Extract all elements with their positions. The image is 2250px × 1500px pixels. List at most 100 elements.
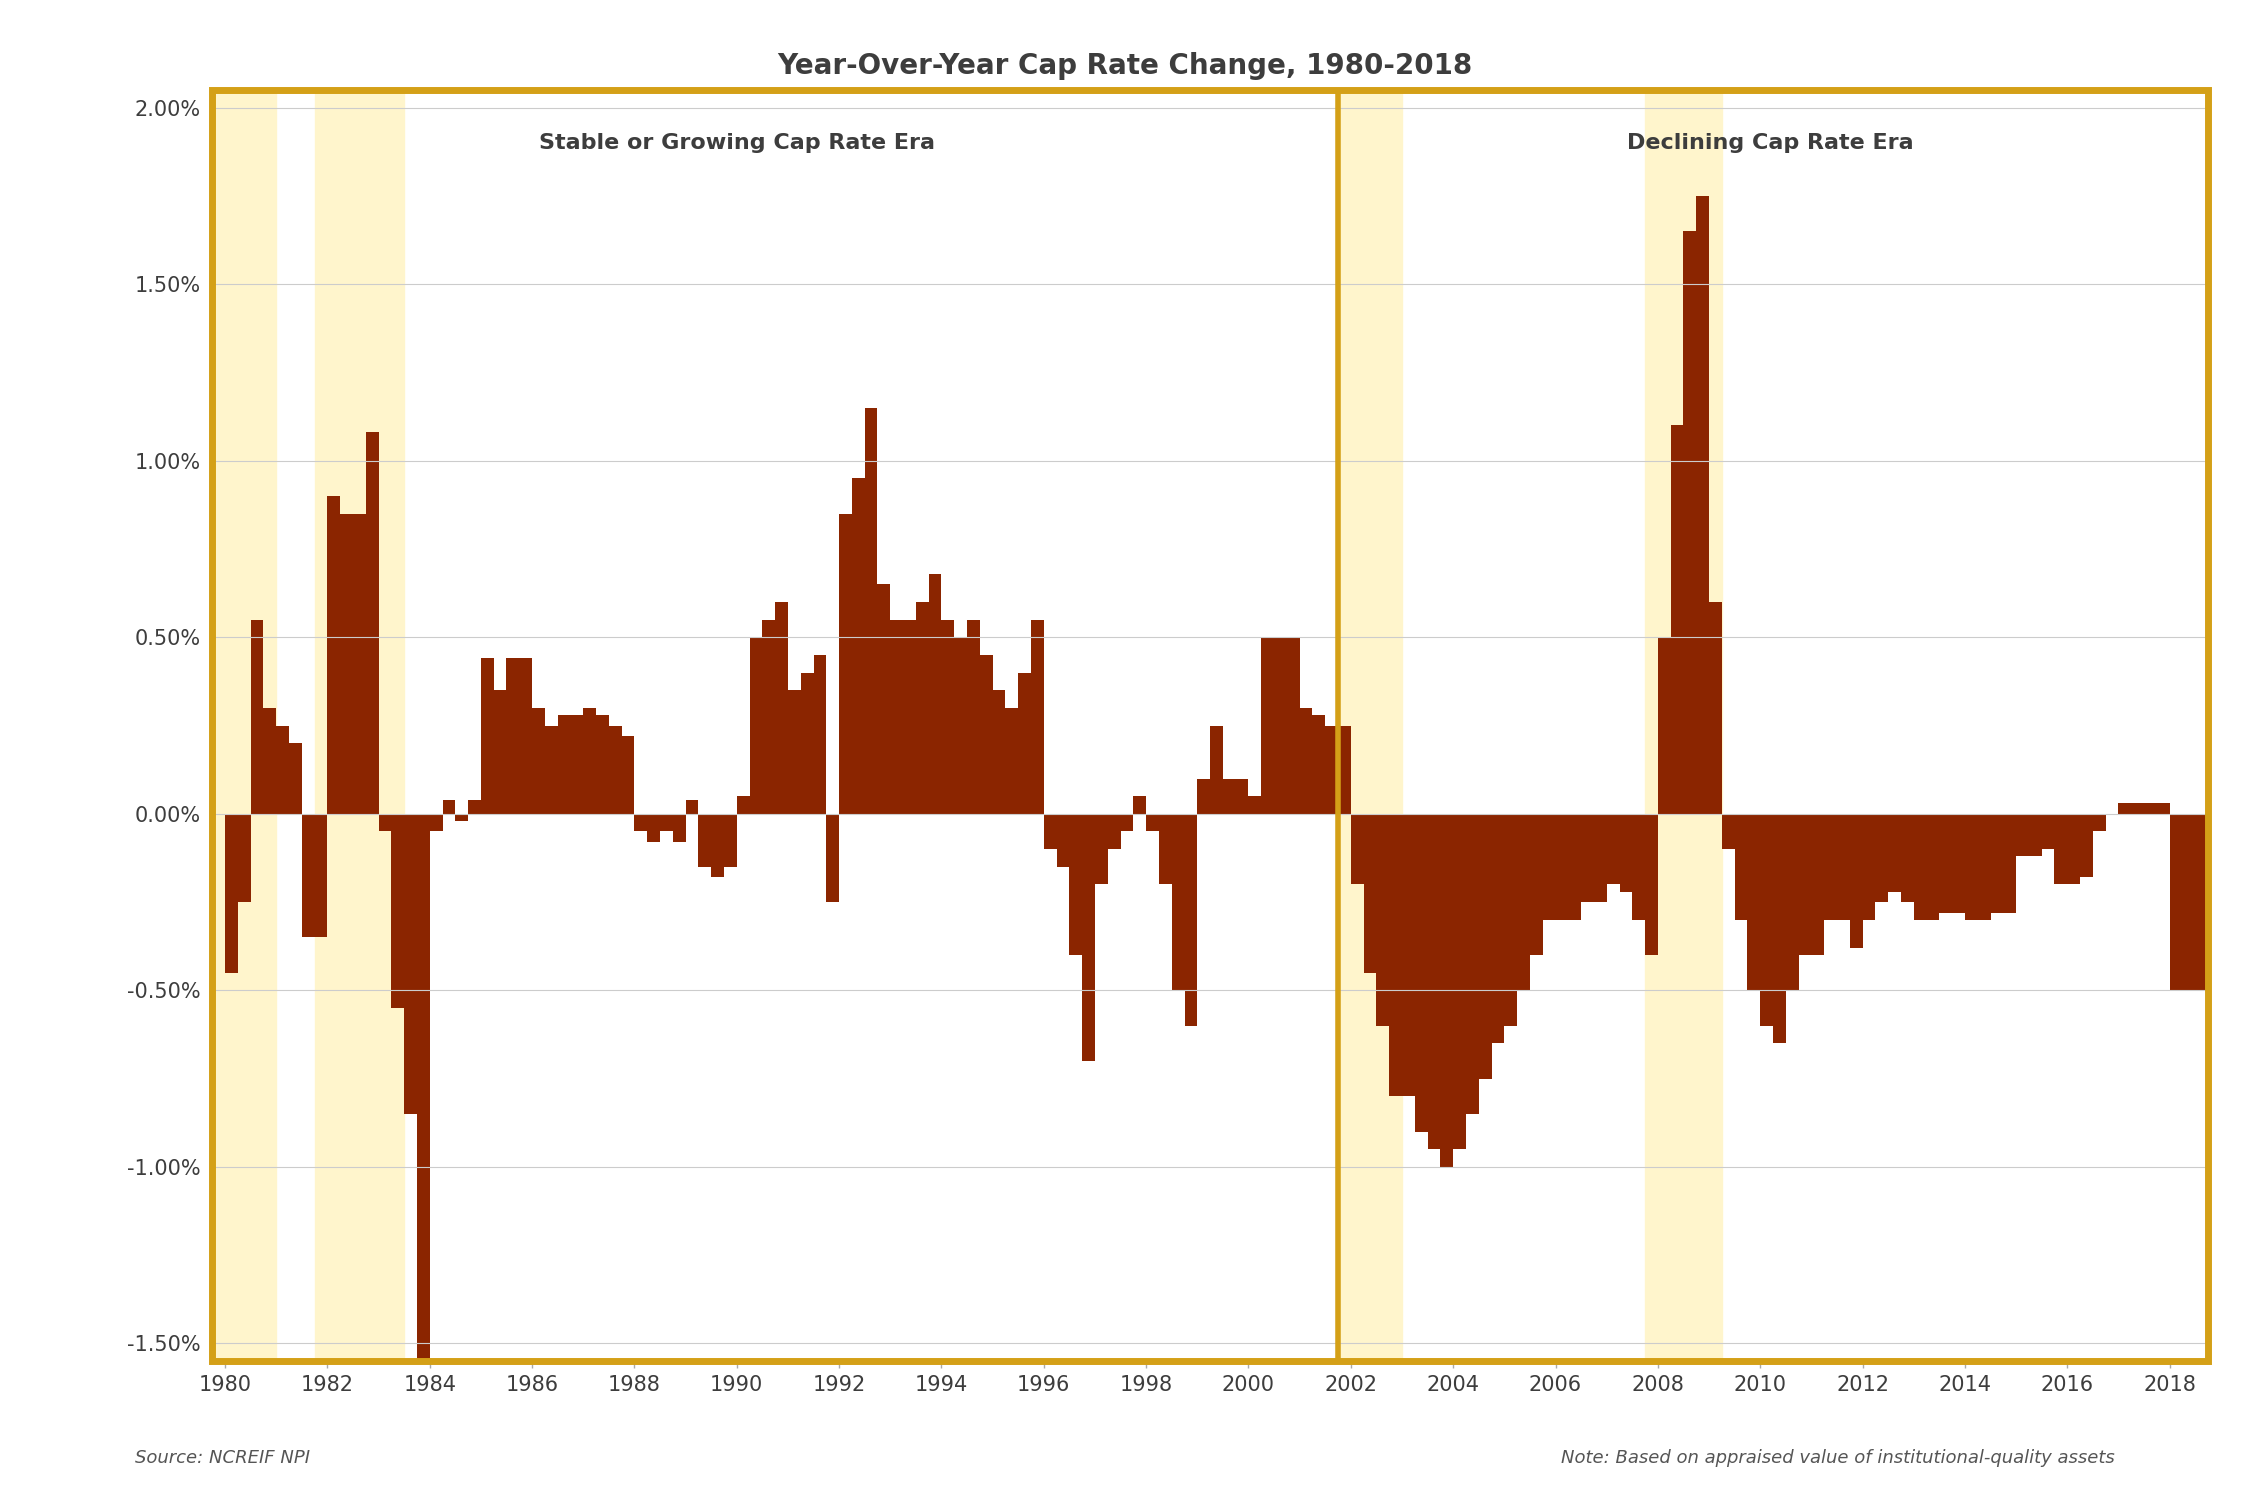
Bar bbox=[455, 815, 468, 821]
Bar bbox=[826, 815, 839, 902]
Bar bbox=[416, 815, 430, 1500]
Bar bbox=[1683, 231, 1696, 814]
Bar bbox=[315, 815, 328, 938]
Bar bbox=[250, 620, 263, 815]
Bar bbox=[1645, 90, 1721, 1360]
Bar bbox=[1069, 815, 1082, 956]
Bar bbox=[878, 585, 891, 814]
Bar bbox=[520, 658, 531, 814]
Bar bbox=[1786, 815, 1798, 990]
Bar bbox=[1467, 815, 1478, 1114]
Bar bbox=[1696, 196, 1710, 814]
Bar bbox=[1006, 708, 1019, 815]
Bar bbox=[1748, 815, 1760, 990]
Bar bbox=[544, 726, 558, 815]
Bar bbox=[1672, 426, 1683, 814]
Bar bbox=[482, 658, 493, 814]
Bar bbox=[1184, 815, 1197, 1026]
Bar bbox=[929, 573, 940, 814]
Bar bbox=[1312, 716, 1325, 815]
Bar bbox=[979, 656, 992, 814]
Bar bbox=[1339, 726, 1350, 815]
Bar bbox=[711, 815, 724, 878]
Bar bbox=[1120, 815, 1134, 831]
Text: Stable or Growing Cap Rate Era: Stable or Growing Cap Rate Era bbox=[538, 134, 934, 153]
Bar bbox=[1262, 638, 1274, 815]
Bar bbox=[1568, 815, 1582, 920]
Bar bbox=[1631, 815, 1645, 920]
Bar bbox=[2030, 815, 2041, 856]
Bar bbox=[1915, 815, 1926, 920]
Bar bbox=[1492, 815, 1505, 1044]
Text: Declining Cap Rate Era: Declining Cap Rate Era bbox=[1627, 134, 1915, 153]
Bar bbox=[225, 815, 238, 972]
Bar bbox=[572, 716, 583, 815]
Bar bbox=[1606, 815, 1620, 885]
Bar bbox=[1721, 815, 1735, 849]
Bar bbox=[2207, 815, 2221, 990]
Bar bbox=[263, 708, 277, 815]
Bar bbox=[2131, 802, 2144, 814]
Bar bbox=[1978, 815, 1991, 920]
Bar bbox=[277, 726, 288, 815]
Bar bbox=[1888, 815, 1901, 891]
Bar bbox=[1096, 815, 1107, 885]
Bar bbox=[1339, 90, 1402, 1360]
Bar bbox=[724, 815, 736, 867]
Bar bbox=[1516, 815, 1530, 990]
Bar bbox=[839, 513, 853, 814]
Bar bbox=[1901, 815, 1915, 902]
Bar bbox=[468, 800, 482, 814]
Bar bbox=[506, 658, 520, 814]
Bar bbox=[634, 815, 648, 831]
Bar bbox=[749, 638, 763, 815]
Bar bbox=[1710, 602, 1721, 814]
Bar bbox=[1773, 815, 1786, 1044]
Bar bbox=[1874, 815, 1888, 902]
Bar bbox=[1991, 815, 2002, 912]
Bar bbox=[1030, 620, 1044, 815]
Bar bbox=[902, 620, 916, 815]
Bar bbox=[2196, 815, 2207, 990]
Text: Year-Over-Year Cap Rate Change, 1980-2018: Year-Over-Year Cap Rate Change, 1980-201… bbox=[778, 53, 1474, 81]
Text: Note: Based on appraised value of institutional-quality assets: Note: Based on appraised value of instit… bbox=[1562, 1449, 2115, 1467]
Bar bbox=[238, 815, 250, 902]
Bar bbox=[1825, 815, 1836, 920]
Bar bbox=[1811, 815, 1825, 956]
Bar bbox=[1760, 815, 1773, 1026]
Bar bbox=[1645, 815, 1658, 956]
Bar bbox=[1555, 815, 1568, 920]
Bar bbox=[1836, 815, 1849, 920]
Bar bbox=[2041, 815, 2054, 849]
Bar bbox=[1798, 815, 1811, 956]
Bar bbox=[763, 620, 776, 815]
Bar bbox=[864, 408, 878, 814]
Bar bbox=[1377, 815, 1388, 1026]
Bar bbox=[443, 800, 454, 814]
Bar bbox=[1953, 815, 1964, 912]
Bar bbox=[1197, 778, 1210, 814]
Bar bbox=[1287, 638, 1300, 815]
Bar bbox=[1019, 672, 1030, 814]
Bar bbox=[1735, 815, 1748, 920]
Bar bbox=[853, 478, 864, 814]
Bar bbox=[1505, 815, 1516, 1026]
Bar bbox=[1440, 815, 1454, 1167]
Bar bbox=[1402, 815, 1415, 1096]
Bar bbox=[1058, 815, 1069, 867]
Bar bbox=[2068, 815, 2079, 885]
Bar bbox=[1415, 815, 1426, 1131]
Bar bbox=[1273, 638, 1287, 815]
Bar bbox=[328, 496, 340, 814]
Bar bbox=[1235, 778, 1249, 814]
Bar bbox=[940, 620, 954, 815]
Bar bbox=[648, 815, 659, 842]
Bar bbox=[583, 708, 596, 815]
Bar bbox=[992, 690, 1006, 814]
Bar bbox=[1426, 815, 1440, 1149]
Bar bbox=[558, 716, 572, 815]
Bar bbox=[1926, 815, 1940, 920]
Bar bbox=[1478, 815, 1492, 1078]
Bar bbox=[302, 815, 315, 938]
Bar bbox=[673, 815, 686, 842]
